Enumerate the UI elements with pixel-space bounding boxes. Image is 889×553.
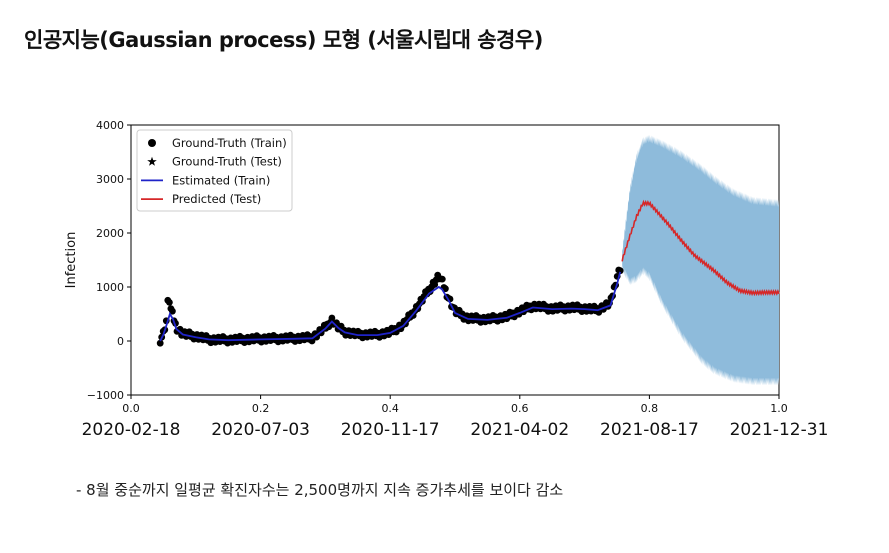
y-tick-label: 4000	[96, 119, 124, 132]
date-label: 2021-12-31	[730, 420, 829, 440]
date-label: 2021-08-17	[600, 420, 699, 440]
estimated-line	[159, 271, 622, 342]
axes: 0.0 2020-02-18 0.2 2020-07-03 0.4 2020-11-17 0…	[64, 119, 828, 440]
legend-label: Estimated (Train)	[172, 173, 270, 187]
legend-label: Predicted (Test)	[172, 192, 261, 206]
x-tick-label: 0.4	[381, 402, 399, 415]
legend-marker-circle	[148, 139, 156, 147]
date-label: 2020-11-17	[341, 420, 440, 440]
x-tick-label: 0.2	[252, 402, 270, 415]
ground-truth-point	[616, 267, 624, 275]
legend: Ground-Truth (Train) Ground-Truth (Test) E…	[136, 129, 293, 212]
legend-label: Ground-Truth (Test)	[172, 155, 282, 169]
y-tick-label: 3000	[96, 173, 124, 186]
x-tick-label: 0.0	[122, 402, 140, 415]
date-label: 2021-04-02	[470, 420, 569, 440]
y-tick-label: 0	[117, 335, 124, 348]
ground-truth-point	[328, 314, 336, 322]
predicted-line	[621, 199, 780, 297]
legend-marker-star	[147, 156, 157, 166]
legend-box	[136, 129, 293, 212]
y-tick-label: 1000	[96, 281, 124, 294]
slide-title: 인공지능(Gaussian process) 모형 (서울시립대 송경우)	[24, 28, 543, 52]
ground-truth-point	[166, 299, 173, 306]
estimated-train-series	[159, 271, 622, 342]
ground-truth-point	[156, 339, 164, 347]
predicted-test-series	[621, 199, 780, 297]
y-tick-label: −1000	[87, 389, 124, 402]
legend-label: Ground-Truth (Train)	[172, 136, 287, 150]
y-axis-label: Infection	[64, 232, 79, 289]
ground-truth-train-series	[156, 266, 624, 347]
ground-truth-point	[438, 275, 446, 283]
date-label: 2020-02-18	[82, 420, 181, 440]
x-tick-label: 0.6	[511, 402, 529, 415]
y-tick-label: 2000	[96, 227, 124, 240]
x-tick-label: 1.0	[770, 402, 788, 415]
note-text: - 8월 중순까지 일평균 확진자수는 2,500명까지 지속 증가추세를 보이…	[76, 481, 564, 499]
date-label: 2020-07-03	[211, 420, 310, 440]
x-tick-label: 0.8	[641, 402, 659, 415]
ground-truth-point	[169, 307, 176, 315]
